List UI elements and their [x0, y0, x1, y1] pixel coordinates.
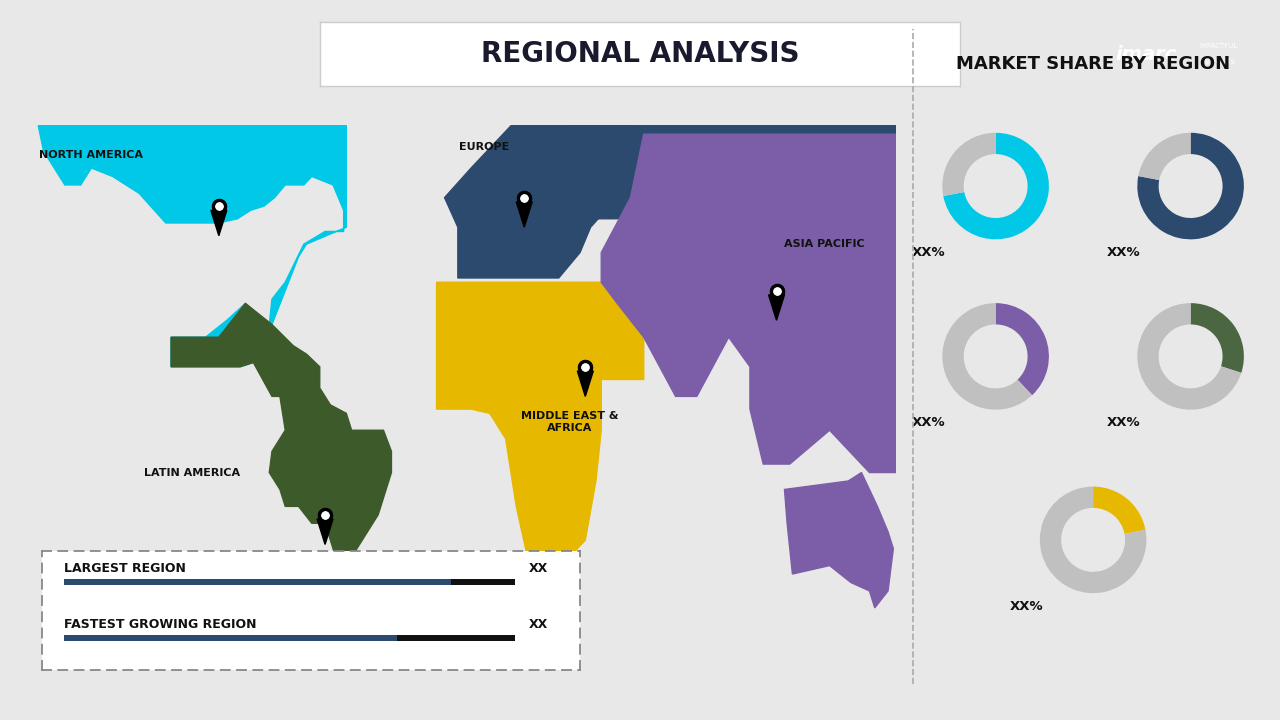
Text: MIDDLE EAST &
AFRICA: MIDDLE EAST & AFRICA [521, 410, 618, 433]
Wedge shape [1093, 487, 1146, 534]
Text: REGIONAL ANALYSIS: REGIONAL ANALYSIS [481, 40, 799, 68]
Text: LATIN AMERICA: LATIN AMERICA [145, 467, 241, 477]
Wedge shape [1138, 132, 1190, 180]
Text: XX%: XX% [913, 416, 946, 430]
Wedge shape [942, 303, 1032, 410]
Polygon shape [436, 282, 644, 578]
Polygon shape [317, 519, 333, 544]
Text: imarc: imarc [1116, 45, 1176, 63]
Text: INSIGHTS: INSIGHTS [1202, 59, 1235, 65]
Bar [451, 579, 516, 585]
Polygon shape [785, 472, 893, 608]
Polygon shape [211, 210, 227, 235]
Polygon shape [564, 126, 963, 219]
Polygon shape [577, 371, 593, 397]
Text: XX: XX [529, 562, 548, 575]
Text: XX: XX [529, 618, 548, 631]
Text: NORTH AMERICA: NORTH AMERICA [40, 150, 143, 161]
Wedge shape [1190, 303, 1244, 373]
Polygon shape [38, 126, 347, 366]
Bar [397, 634, 516, 641]
Wedge shape [943, 132, 1048, 239]
Wedge shape [1138, 303, 1242, 410]
Polygon shape [444, 126, 644, 278]
Text: XX%: XX% [1107, 416, 1140, 430]
Wedge shape [942, 132, 996, 196]
Wedge shape [996, 303, 1048, 395]
Text: EUROPE: EUROPE [460, 142, 509, 152]
Text: XX%: XX% [913, 246, 946, 259]
Text: MARKET SHARE BY REGION: MARKET SHARE BY REGION [956, 55, 1230, 73]
Text: FASTEST GROWING REGION: FASTEST GROWING REGION [64, 618, 256, 631]
Text: IMPACTFUL: IMPACTFUL [1199, 43, 1238, 49]
Bar [64, 634, 397, 641]
Wedge shape [1138, 132, 1244, 239]
Bar [64, 579, 451, 585]
Text: XX%: XX% [1107, 246, 1140, 259]
Text: LARGEST REGION: LARGEST REGION [64, 562, 186, 575]
Wedge shape [1039, 487, 1147, 593]
Text: ASIA PACIFIC: ASIA PACIFIC [783, 239, 864, 249]
Polygon shape [602, 134, 963, 472]
Polygon shape [768, 295, 785, 320]
Text: XX%: XX% [1010, 600, 1043, 613]
Polygon shape [172, 303, 392, 663]
Polygon shape [516, 202, 532, 228]
